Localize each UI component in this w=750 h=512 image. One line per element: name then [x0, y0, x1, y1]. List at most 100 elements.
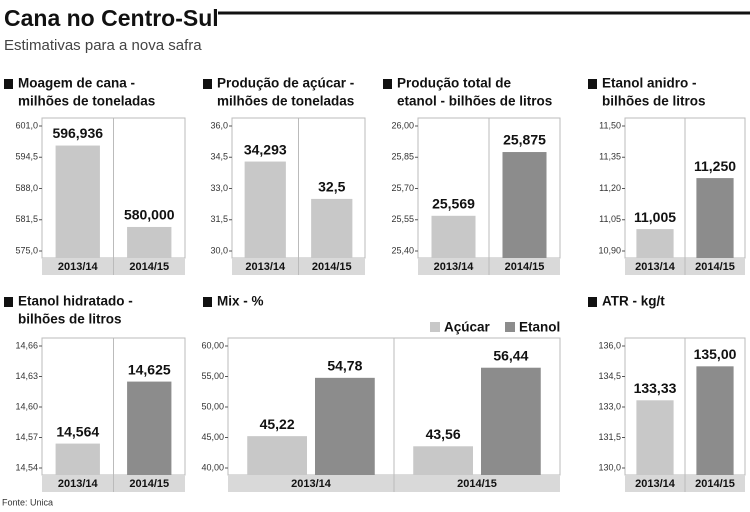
x-tick-label: 2014/15 — [129, 261, 169, 273]
subtitle: Estimativas para a nova safra — [4, 37, 202, 54]
y-tick-label: 25,55 — [391, 214, 414, 224]
bar — [413, 446, 473, 475]
panel-title: bilhões de litros — [18, 312, 122, 327]
value-label: 32,5 — [318, 179, 345, 195]
legend-swatch — [505, 322, 515, 332]
x-tick-label: 2014/15 — [695, 261, 735, 273]
value-label: 11,250 — [694, 158, 736, 174]
y-tick-label: 33,0 — [210, 183, 228, 193]
value-label: 133,33 — [634, 380, 677, 396]
y-tick-label: 134,5 — [598, 371, 621, 381]
y-tick-label: 45,00 — [201, 432, 224, 442]
bar — [315, 377, 375, 475]
y-tick-label: 11,05 — [599, 214, 621, 224]
y-tick-label: 55,00 — [201, 371, 224, 381]
source: Fonte: Unica — [2, 497, 53, 507]
title-marker — [4, 79, 13, 89]
x-tick-label: 2013/14 — [58, 261, 99, 273]
bar — [55, 145, 100, 258]
y-tick-label: 130,0 — [598, 462, 621, 472]
y-tick-label: 594,5 — [15, 152, 38, 162]
bar — [55, 443, 100, 475]
y-tick-label: 133,0 — [598, 401, 621, 411]
y-tick-label: 40,00 — [201, 462, 224, 472]
panel-title: Etanol hidratado - — [18, 294, 133, 309]
y-tick-label: 131,5 — [598, 432, 621, 442]
panel-title: Produção total de — [397, 76, 512, 91]
bar — [636, 229, 674, 258]
value-label: 34,293 — [244, 141, 287, 157]
panel-title: milhões de toneladas — [18, 94, 155, 109]
y-tick-label: 26,00 — [391, 120, 414, 130]
value-label: 45,22 — [260, 416, 295, 432]
y-tick-label: 60,00 — [201, 340, 224, 350]
x-tick-label: 2013/14 — [635, 261, 676, 273]
panel-title: Produção de açúcar - — [217, 76, 354, 91]
panel-title: Moagem de cana - — [18, 76, 135, 91]
title-marker — [383, 79, 392, 89]
bar — [127, 381, 172, 475]
value-label: 596,936 — [52, 125, 103, 141]
x-tick-label: 2013/14 — [291, 478, 332, 490]
x-tick-label: 2013/14 — [434, 261, 475, 273]
x-tick-label: 2014/15 — [457, 478, 497, 490]
panel-title: bilhões de litros — [602, 94, 706, 109]
legend-label: Açúcar — [444, 320, 491, 335]
legend-swatch — [430, 322, 440, 332]
x-tick-label: 2014/15 — [695, 478, 735, 490]
value-label: 25,569 — [432, 195, 475, 211]
y-tick-label: 601,0 — [15, 120, 38, 130]
panel-title: milhões de toneladas — [217, 94, 354, 109]
panel-title: Mix - % — [217, 294, 264, 309]
title-marker — [588, 79, 597, 89]
panel-title: etanol - bilhões de litros — [397, 94, 552, 109]
value-label: 25,875 — [503, 132, 546, 148]
value-label: 43,56 — [426, 426, 461, 442]
value-label: 580,000 — [124, 207, 175, 223]
y-tick-label: 588,0 — [15, 183, 38, 193]
y-tick-label: 10,90 — [598, 245, 621, 255]
title-marker — [4, 297, 13, 307]
y-tick-label: 25,85 — [391, 152, 414, 162]
bar — [127, 226, 172, 258]
value-label: 14,564 — [56, 423, 99, 439]
bar — [311, 198, 353, 258]
y-tick-label: 25,40 — [391, 245, 414, 255]
x-tick-label: 2013/14 — [635, 478, 676, 490]
bar — [636, 400, 674, 475]
y-tick-label: 136,0 — [598, 340, 621, 350]
title-marker — [588, 297, 597, 307]
panel-title: ATR - kg/t — [602, 294, 665, 309]
y-tick-label: 31,5 — [210, 214, 228, 224]
bar — [502, 152, 547, 258]
main-title: Cana no Centro-Sul — [4, 5, 219, 31]
y-tick-label: 14,63 — [15, 371, 38, 381]
y-tick-label: 25,70 — [391, 183, 414, 193]
y-tick-label: 14,57 — [15, 432, 38, 442]
title-marker — [203, 79, 212, 89]
value-label: 54,78 — [327, 358, 362, 374]
bar — [481, 367, 541, 475]
bar — [696, 366, 734, 475]
y-tick-label: 50,00 — [201, 401, 224, 411]
x-tick-label: 2014/15 — [129, 478, 169, 490]
bar — [244, 161, 286, 258]
y-tick-label: 30,0 — [210, 245, 228, 255]
y-tick-label: 14,60 — [15, 401, 38, 411]
y-tick-label: 36,0 — [210, 120, 228, 130]
value-label: 56,44 — [493, 347, 528, 363]
y-tick-label: 11,20 — [599, 183, 621, 193]
y-tick-label: 14,66 — [15, 340, 38, 350]
bar — [696, 178, 734, 258]
bar — [431, 215, 476, 258]
y-tick-label: 34,5 — [210, 152, 228, 162]
value-label: 135,00 — [694, 346, 737, 362]
y-tick-label: 11,35 — [599, 152, 621, 162]
x-tick-label: 2013/14 — [245, 261, 286, 273]
y-tick-label: 575,0 — [15, 245, 38, 255]
value-label: 14,625 — [128, 361, 171, 377]
panel-title: Etanol anidro - — [602, 76, 697, 91]
x-tick-label: 2013/14 — [58, 478, 99, 490]
legend-label: Etanol — [519, 320, 560, 335]
value-label: 11,005 — [634, 209, 676, 225]
